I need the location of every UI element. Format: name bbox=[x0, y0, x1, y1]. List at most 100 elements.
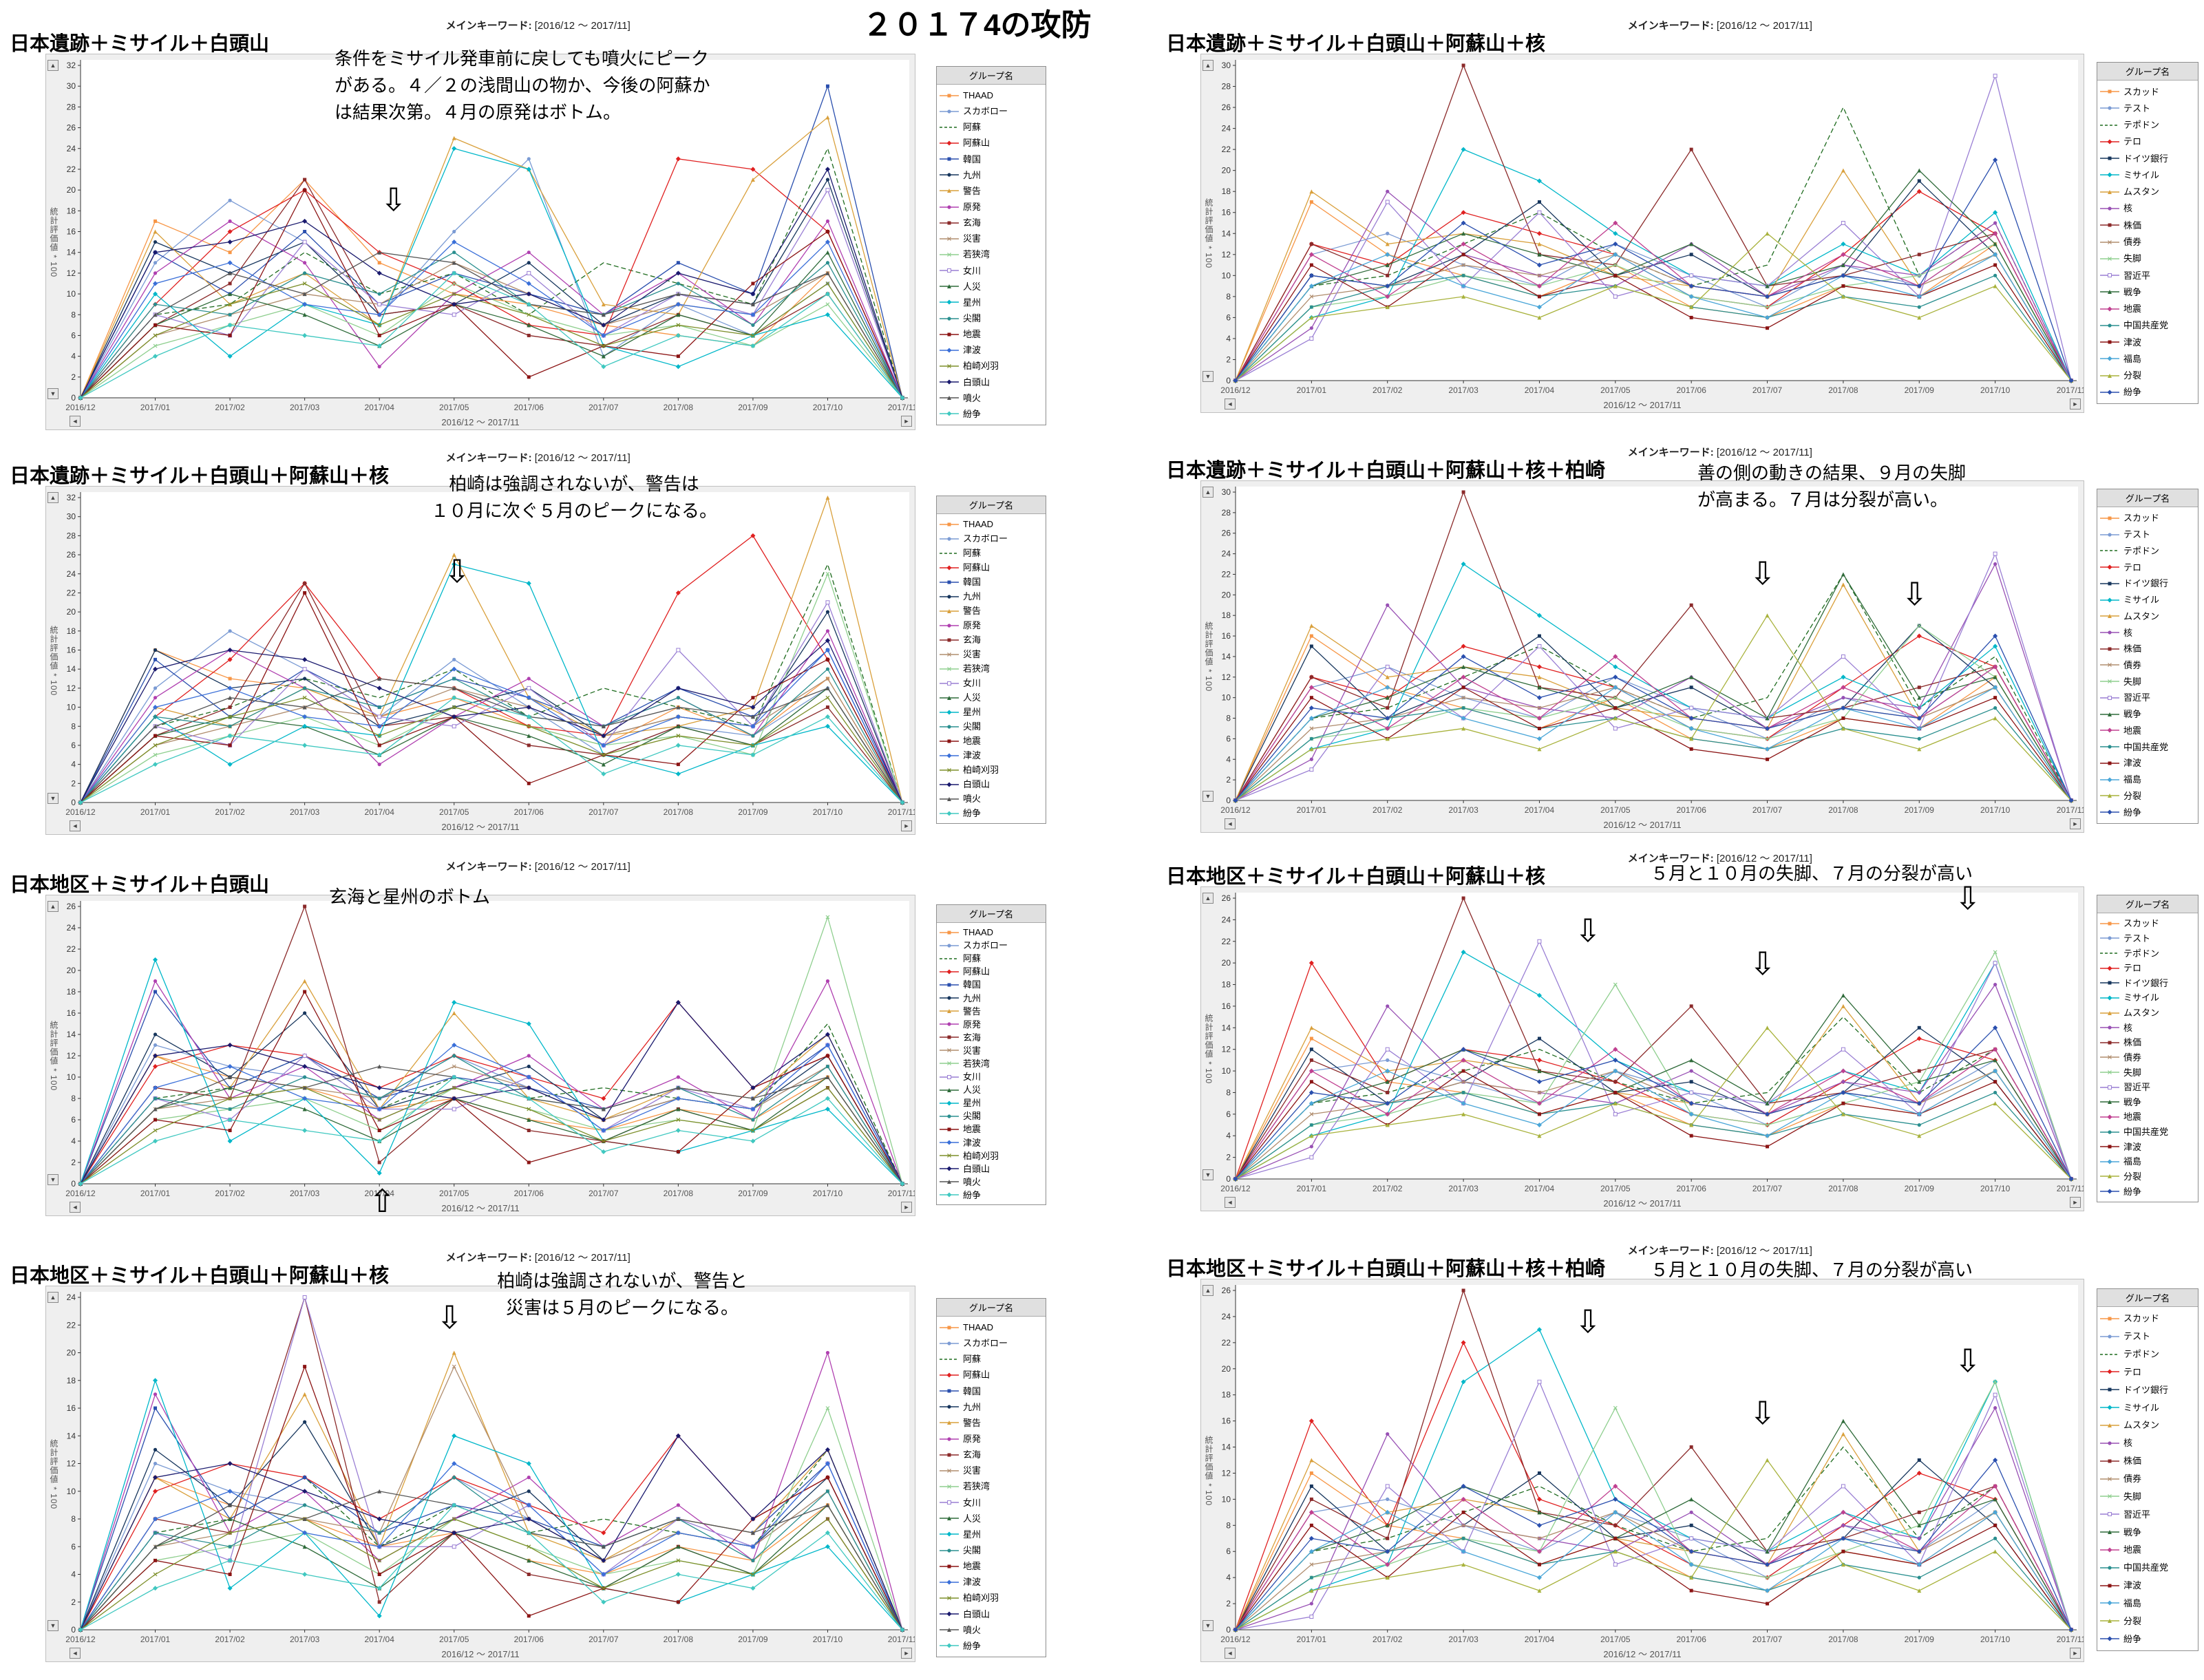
legend-item[interactable]: テスト bbox=[2099, 100, 2196, 116]
x-scroll-right-button[interactable]: ► bbox=[901, 416, 912, 427]
legend-item[interactable]: 習近平 bbox=[2099, 1080, 2196, 1095]
legend-item[interactable]: 韓国 bbox=[939, 151, 1043, 167]
y-scroll-up-button[interactable]: ▲ bbox=[1202, 487, 1214, 498]
legend-item[interactable]: 分裂 bbox=[2099, 787, 2196, 804]
y-scroll-up-button[interactable]: ▲ bbox=[47, 60, 59, 71]
legend-item[interactable]: 九州 bbox=[939, 991, 1043, 1004]
legend-item[interactable]: 習近平 bbox=[2099, 690, 2196, 706]
legend-item[interactable]: 女川 bbox=[939, 1070, 1043, 1083]
legend-item[interactable]: テロ bbox=[2099, 961, 2196, 976]
x-scroll-left-button[interactable]: ◄ bbox=[1225, 398, 1236, 410]
y-scroll-down-button[interactable]: ▼ bbox=[1202, 1620, 1214, 1631]
y-scroll-up-button[interactable]: ▲ bbox=[47, 901, 59, 912]
legend-item[interactable]: 地震 bbox=[2099, 1109, 2196, 1125]
legend-item[interactable]: 紛争 bbox=[2099, 1630, 2196, 1648]
legend-item[interactable]: 白頭山 bbox=[939, 1162, 1043, 1176]
legend-item[interactable]: 白頭山 bbox=[939, 777, 1043, 791]
legend-item[interactable]: スカボロー bbox=[939, 531, 1043, 546]
legend-item[interactable]: 戦争 bbox=[2099, 1523, 2196, 1541]
legend-item[interactable]: 津波 bbox=[939, 1574, 1043, 1590]
legend-item[interactable]: 分裂 bbox=[2099, 368, 2196, 384]
legend-item[interactable]: ミサイル bbox=[2099, 990, 2196, 1006]
legend-item[interactable]: 若狭湾 bbox=[939, 246, 1043, 262]
legend-item[interactable]: 地震 bbox=[939, 326, 1043, 342]
legend-item[interactable]: 分裂 bbox=[2099, 1169, 2196, 1184]
legend-item[interactable]: 阿蘇 bbox=[939, 119, 1043, 135]
legend-item[interactable]: 阿蘇山 bbox=[939, 135, 1043, 151]
legend-item[interactable]: 原発 bbox=[939, 199, 1043, 215]
y-scroll-up-button[interactable]: ▲ bbox=[1202, 893, 1214, 904]
legend-item[interactable]: ムスタン bbox=[2099, 1416, 2196, 1434]
legend-item[interactable]: テスト bbox=[2099, 527, 2196, 543]
y-scroll-down-button[interactable]: ▼ bbox=[1202, 1169, 1214, 1180]
legend-item[interactable]: ムスタン bbox=[2099, 608, 2196, 624]
legend-item[interactable]: ムスタン bbox=[2099, 1006, 2196, 1021]
x-scroll-right-button[interactable]: ► bbox=[2070, 1197, 2081, 1208]
legend-item[interactable]: 九州 bbox=[939, 167, 1043, 183]
legend-item[interactable]: ドイツ銀行 bbox=[2099, 976, 2196, 991]
legend-item[interactable]: 核 bbox=[2099, 1434, 2196, 1452]
legend-item[interactable]: 噴火 bbox=[939, 1622, 1043, 1638]
legend-item[interactable]: テポドン bbox=[2099, 542, 2196, 559]
legend-item[interactable]: 債券 bbox=[2099, 1470, 2196, 1488]
legend-item[interactable]: 紛争 bbox=[2099, 384, 2196, 401]
legend-item[interactable]: 白頭山 bbox=[939, 374, 1043, 390]
legend-item[interactable]: 地震 bbox=[2099, 1541, 2196, 1559]
y-scroll-down-button[interactable]: ▼ bbox=[1202, 371, 1214, 382]
legend-item[interactable]: 警告 bbox=[939, 1005, 1043, 1018]
legend-item[interactable]: 女川 bbox=[939, 263, 1043, 279]
legend-item[interactable]: 地震 bbox=[939, 1123, 1043, 1136]
legend-item[interactable]: 韓国 bbox=[939, 575, 1043, 589]
legend-item[interactable]: 津波 bbox=[2099, 1139, 2196, 1154]
x-scroll-right-button[interactable]: ► bbox=[2070, 398, 2081, 410]
legend-item[interactable]: 災害 bbox=[939, 647, 1043, 661]
legend-item[interactable]: THAAD bbox=[939, 87, 1043, 103]
legend-item[interactable]: 九州 bbox=[939, 589, 1043, 604]
legend-item[interactable]: 津波 bbox=[939, 1136, 1043, 1149]
legend-item[interactable]: 失脚 bbox=[2099, 1065, 2196, 1080]
x-scroll-right-button[interactable]: ► bbox=[2070, 818, 2081, 829]
legend-item[interactable]: 習近平 bbox=[2099, 1505, 2196, 1523]
legend-item[interactable]: 津波 bbox=[2099, 1577, 2196, 1595]
legend-item[interactable]: テポドン bbox=[2099, 117, 2196, 134]
legend-item[interactable]: 中国共産党 bbox=[2099, 317, 2196, 334]
legend-item[interactable]: 尖閣 bbox=[939, 719, 1043, 734]
x-scroll-left-button[interactable]: ◄ bbox=[70, 820, 81, 831]
legend-item[interactable]: 九州 bbox=[939, 1399, 1043, 1415]
y-scroll-up-button[interactable]: ▲ bbox=[47, 492, 59, 503]
legend-item[interactable]: 債券 bbox=[2099, 657, 2196, 674]
legend-item[interactable]: 核 bbox=[2099, 1020, 2196, 1035]
legend-item[interactable]: テロ bbox=[2099, 559, 2196, 575]
legend-item[interactable]: 尖閣 bbox=[939, 310, 1043, 326]
legend-item[interactable]: 地震 bbox=[939, 1558, 1043, 1574]
legend-item[interactable]: 災害 bbox=[939, 231, 1043, 246]
legend-item[interactable]: 核 bbox=[2099, 624, 2196, 641]
legend-item[interactable]: テポドン bbox=[2099, 1346, 2196, 1363]
legend-item[interactable]: 津波 bbox=[939, 748, 1043, 763]
y-scroll-up-button[interactable]: ▲ bbox=[1202, 60, 1214, 71]
x-scroll-right-button[interactable]: ► bbox=[901, 1202, 912, 1213]
legend-item[interactable]: 阿蘇 bbox=[939, 546, 1043, 560]
legend-item[interactable]: 債券 bbox=[2099, 233, 2196, 250]
legend-item[interactable]: 福島 bbox=[2099, 772, 2196, 788]
legend-item[interactable]: 柏崎刈羽 bbox=[939, 763, 1043, 777]
legend-item[interactable]: 若狭湾 bbox=[939, 1057, 1043, 1070]
x-scroll-left-button[interactable]: ◄ bbox=[1225, 1197, 1236, 1208]
y-scroll-down-button[interactable]: ▼ bbox=[47, 1174, 59, 1185]
legend-item[interactable]: 失脚 bbox=[2099, 251, 2196, 267]
legend-item[interactable]: 失脚 bbox=[2099, 673, 2196, 690]
legend-item[interactable]: 韓国 bbox=[939, 978, 1043, 991]
legend-item[interactable]: 戦争 bbox=[2099, 1095, 2196, 1110]
y-scroll-up-button[interactable]: ▲ bbox=[47, 1292, 59, 1303]
legend-item[interactable]: 人災 bbox=[939, 1083, 1043, 1096]
legend-item[interactable]: ドイツ銀行 bbox=[2099, 575, 2196, 592]
legend-item[interactable]: 人災 bbox=[939, 1511, 1043, 1527]
legend-item[interactable]: 韓国 bbox=[939, 1383, 1043, 1399]
y-scroll-down-button[interactable]: ▼ bbox=[1202, 791, 1214, 802]
legend-item[interactable]: テスト bbox=[2099, 1328, 2196, 1346]
legend-item[interactable]: 中国共産党 bbox=[2099, 1559, 2196, 1577]
legend-item[interactable]: 災害 bbox=[939, 1463, 1043, 1478]
legend-item[interactable]: 柏崎刈羽 bbox=[939, 1149, 1043, 1162]
legend-item[interactable]: 星州 bbox=[939, 1527, 1043, 1542]
y-scroll-down-button[interactable]: ▼ bbox=[47, 793, 59, 804]
